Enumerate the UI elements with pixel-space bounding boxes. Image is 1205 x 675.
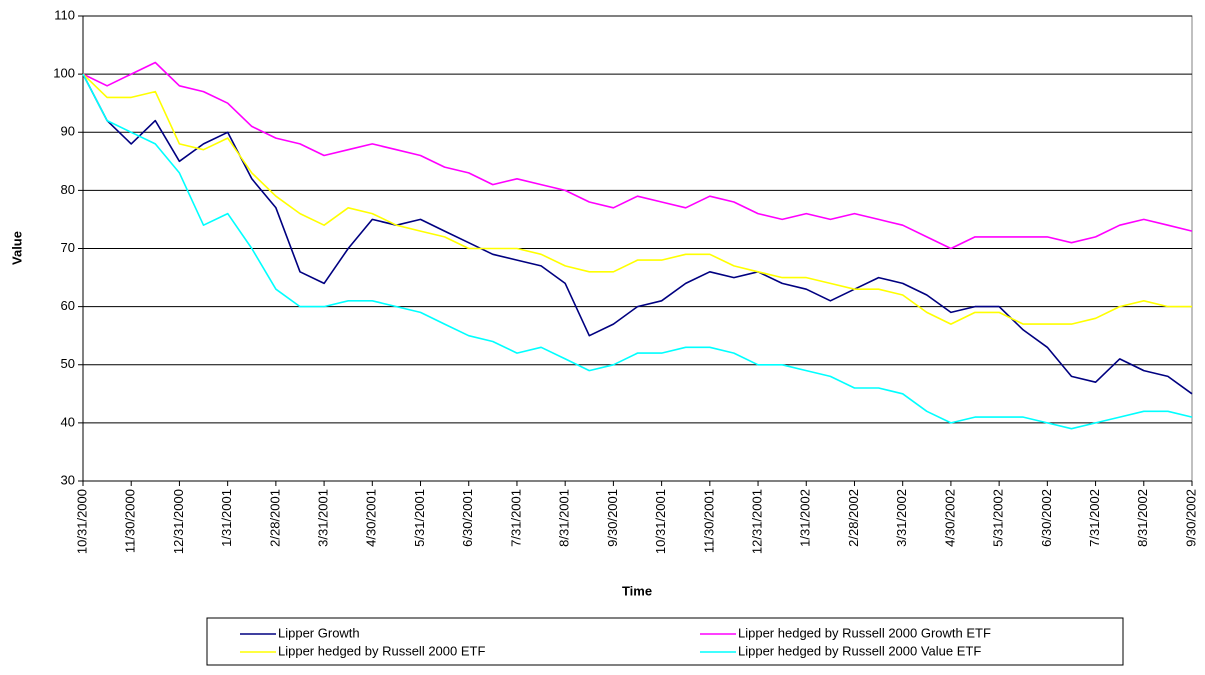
y-tick-label: 60 — [61, 298, 75, 313]
x-tick-label: 12/31/2000 — [171, 489, 186, 554]
y-tick-label: 110 — [54, 7, 75, 22]
x-tick-label: 11/30/2001 — [701, 489, 716, 553]
y-tick-label: 100 — [53, 66, 75, 81]
x-tick-label: 3/31/2002 — [894, 489, 909, 547]
y-tick-label: 50 — [61, 356, 75, 371]
x-tick-label: 1/31/2001 — [219, 489, 234, 547]
x-tick-label: 1/31/2002 — [798, 489, 813, 547]
x-tick-label: 4/30/2002 — [942, 489, 957, 547]
y-tick-label: 80 — [61, 182, 75, 197]
x-tick-label: 7/31/2001 — [508, 489, 523, 547]
x-tick-label: 9/30/2002 — [1183, 489, 1198, 547]
x-tick-label: 3/31/2001 — [316, 489, 331, 547]
series-line — [82, 73, 1192, 325]
y-axis-title: Value — [9, 231, 24, 265]
x-tick-label: 11/30/2000 — [123, 489, 138, 553]
legend-label: Lipper hedged by Russell 2000 ETF — [278, 643, 485, 658]
series-line — [82, 73, 1193, 430]
x-tick-label: 7/31/2002 — [1087, 489, 1102, 547]
y-tick-label: 40 — [61, 414, 75, 429]
series-line — [82, 73, 1193, 395]
x-tick-label: 5/31/2002 — [991, 489, 1006, 547]
y-tick-label: 90 — [61, 124, 75, 139]
y-tick-label: 30 — [61, 472, 75, 487]
x-tick-label: 6/30/2002 — [1039, 489, 1054, 547]
y-tick-label: 70 — [61, 240, 75, 255]
x-axis-title: Time — [622, 583, 652, 598]
x-tick-label: 5/31/2001 — [412, 489, 427, 547]
series-line — [82, 61, 1193, 250]
legend-label: Lipper hedged by Russell 2000 Growth ETF — [738, 625, 991, 640]
legend — [206, 617, 1124, 666]
x-tick-label: 12/31/2001 — [749, 489, 764, 554]
x-tick-label: 8/31/2001 — [557, 489, 572, 547]
x-tick-label: 2/28/2002 — [846, 489, 861, 547]
x-tick-label: 10/31/2001 — [653, 489, 668, 554]
x-tick-label: 2/28/2001 — [267, 489, 282, 547]
x-tick-label: 4/30/2001 — [364, 489, 379, 547]
x-tick-label: 8/31/2002 — [1135, 489, 1150, 547]
x-tick-label: 9/30/2001 — [605, 489, 620, 547]
x-tick-label: 6/30/2001 — [460, 489, 475, 547]
x-tick-label: 10/31/2000 — [74, 489, 89, 554]
legend-label: Lipper hedged by Russell 2000 Value ETF — [738, 643, 981, 658]
legend-label: Lipper Growth — [278, 625, 360, 640]
